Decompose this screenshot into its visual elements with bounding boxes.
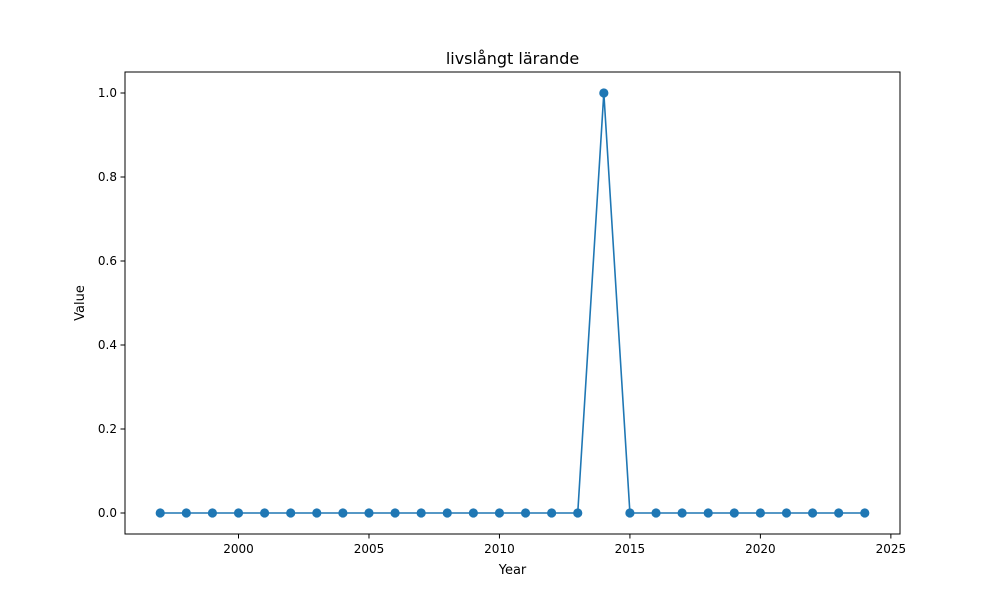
data-point: [233, 508, 244, 518]
data-point: [390, 508, 400, 518]
data-point: [573, 508, 583, 518]
series-line: [160, 92, 865, 514]
x-tick-label: 2025: [876, 542, 907, 556]
data-point: [207, 508, 218, 518]
x-axis-label: Year: [498, 563, 527, 578]
x-tick-label: 2010: [484, 542, 515, 556]
data-point: [468, 508, 478, 518]
x-tick-label: 2015: [615, 542, 646, 556]
data-point: [547, 508, 557, 518]
x-tick-label: 2005: [354, 542, 385, 556]
x-tick-label: 2020: [745, 542, 776, 556]
y-tick-label: 0.6: [98, 254, 117, 268]
axes-frame: [124, 71, 901, 535]
data-point: [860, 508, 870, 518]
data-point: [834, 508, 844, 518]
data-point: [338, 508, 348, 518]
data-point: [755, 508, 766, 518]
data-point: [260, 508, 270, 518]
data-point: [155, 508, 165, 518]
y-tick-label: 0.0: [98, 506, 117, 520]
y-tick-label: 1.0: [98, 86, 117, 100]
data-point: [442, 508, 452, 518]
y-tick-label: 0.2: [98, 422, 117, 436]
data-point: [286, 508, 296, 518]
data-point: [494, 508, 505, 518]
data-point: [807, 508, 818, 518]
y-tick-label: 0.8: [98, 170, 117, 184]
data-point: [599, 88, 609, 98]
data-point: [312, 508, 322, 518]
data-point: [703, 508, 713, 518]
data-point: [677, 508, 687, 518]
data-point: [416, 508, 426, 518]
data-point: [364, 508, 374, 518]
chart-title: livslångt lärande: [446, 49, 579, 68]
data-point: [181, 508, 191, 518]
y-axis-label: Value: [73, 285, 88, 321]
data-point: [781, 508, 792, 518]
plot-area: 2000 2005 2010 2015 2020 2025 0.0 0.2 0.4 0.6 0.8 1…: [98, 71, 907, 556]
x-tick-label: 2000: [223, 542, 254, 556]
y-tick-label: 0.4: [98, 338, 117, 352]
data-point: [520, 508, 531, 518]
data-point: [729, 508, 739, 518]
data-point: [625, 508, 635, 518]
data-point: [651, 508, 661, 518]
